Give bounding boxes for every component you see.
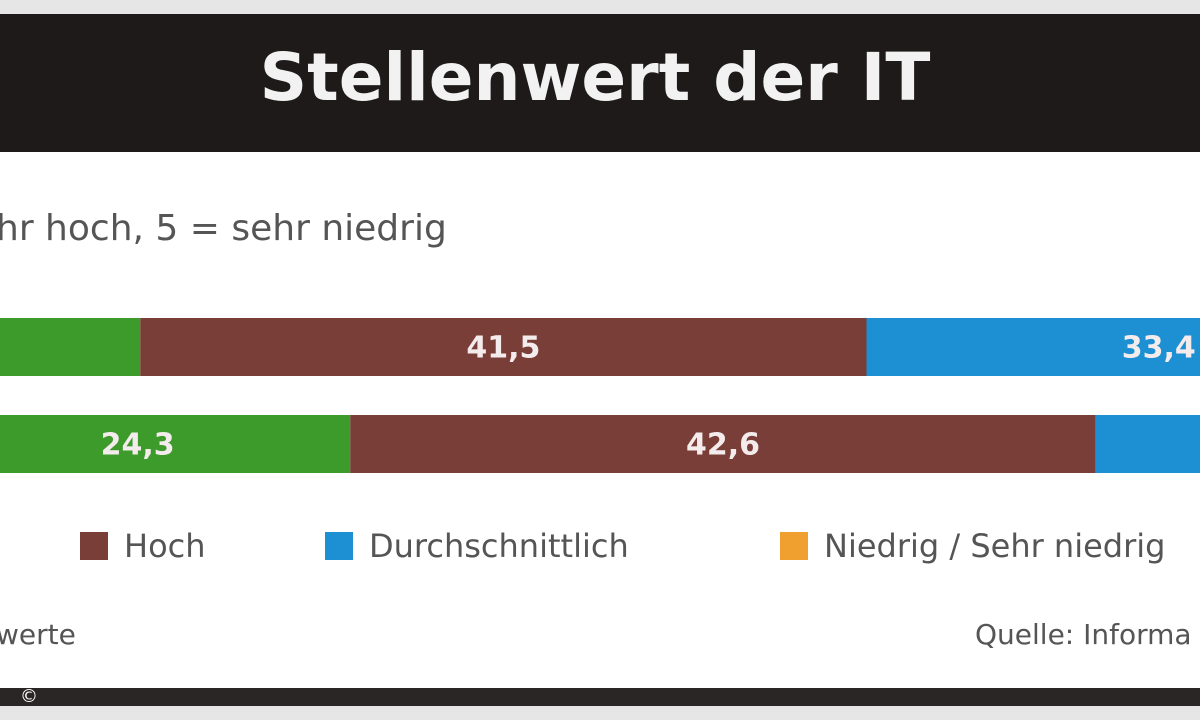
source: Quelle: Informa: [975, 618, 1192, 651]
legend-swatch: [325, 532, 353, 560]
copyright: ©: [20, 686, 38, 707]
footnote: werte: [0, 618, 76, 651]
bottom-band: [0, 688, 1200, 706]
bar-segment: [866, 318, 1200, 376]
bar-segment: [140, 318, 867, 376]
bottom-strip: [0, 706, 1200, 720]
legend-swatch: [80, 532, 108, 560]
subtitle: hr hoch, 5 = sehr niedrig: [0, 208, 447, 249]
legend-label: Durchschnittlich: [369, 527, 629, 565]
value-label: 33,4: [1122, 331, 1196, 366]
value-label: 41,5: [466, 331, 540, 366]
legend: Hoch Durchschnittlich Niedrig / Sehr niedr…: [80, 527, 1165, 565]
value-label: 24,3: [101, 428, 175, 463]
top-strip: [0, 0, 1200, 14]
chart-title: Stellenwert der IT: [260, 39, 931, 116]
bar-segment: [0, 415, 351, 473]
bar-segment: [0, 318, 141, 376]
bar-segment: [350, 415, 1096, 473]
legend-swatch: [780, 532, 808, 560]
value-label: 42,6: [686, 428, 760, 463]
bars: 41,5 33,4 24,3 42,6: [0, 318, 1200, 473]
legend-label: Hoch: [124, 527, 206, 565]
bar-segment: [1095, 415, 1200, 473]
title-band: [0, 14, 1200, 152]
legend-label: Niedrig / Sehr niedrig: [824, 527, 1165, 565]
